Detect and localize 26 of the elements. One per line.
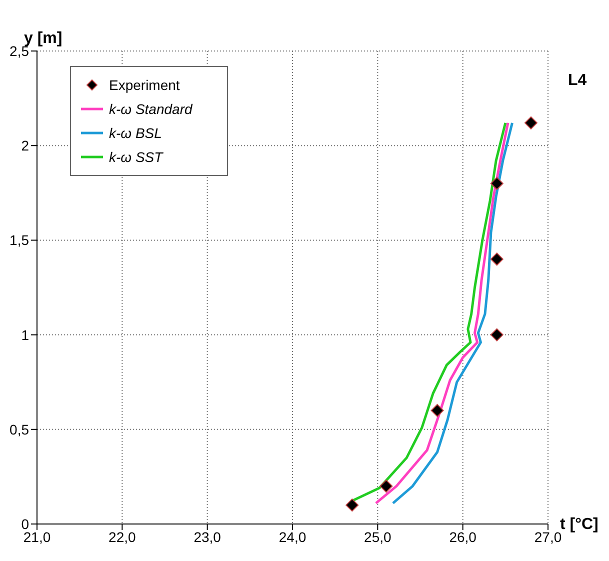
y-tick-label: 1 bbox=[21, 326, 30, 343]
y-axis-title: y [m] bbox=[24, 30, 62, 47]
x-tick-label: 27,0 bbox=[534, 528, 562, 545]
point bbox=[490, 176, 504, 190]
legend-label: k-ω BSL bbox=[109, 124, 162, 143]
point bbox=[430, 404, 444, 417]
legend-label: Experiment bbox=[109, 76, 180, 95]
point bbox=[490, 328, 504, 342]
point bbox=[380, 480, 393, 493]
point bbox=[524, 116, 538, 130]
y-tick-label: 0,5 bbox=[10, 421, 30, 438]
x-tick-label: 23,0 bbox=[194, 528, 222, 545]
line-series bbox=[374, 122, 510, 504]
legend-label: k-ω Standard bbox=[109, 100, 192, 119]
text: L4 bbox=[568, 72, 587, 90]
x-tick-label: 26,0 bbox=[449, 528, 477, 545]
x-tick-label: 25,0 bbox=[364, 528, 392, 545]
x-tick-label: 22,0 bbox=[108, 528, 136, 545]
legend-label: k-ω SST bbox=[109, 148, 163, 167]
line-series bbox=[392, 122, 514, 504]
y-tick-label: 2 bbox=[21, 138, 30, 154]
x-tick-label: 24,0 bbox=[278, 528, 306, 545]
point bbox=[490, 252, 504, 266]
point bbox=[346, 498, 359, 512]
x-axis-title: t [°C] bbox=[560, 516, 598, 533]
y-tick-label: 1,5 bbox=[10, 232, 30, 248]
